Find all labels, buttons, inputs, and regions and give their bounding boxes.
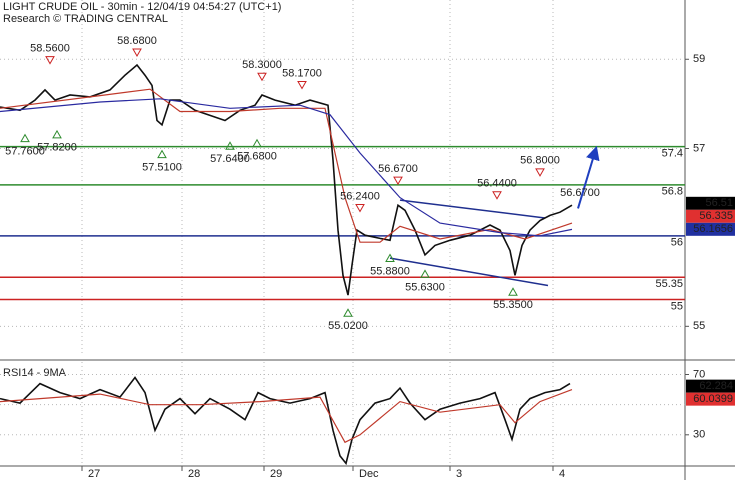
high-marker xyxy=(355,204,365,213)
y-tick-label: 57 xyxy=(693,142,705,154)
rsi-title: RSI14 - 9MA xyxy=(3,367,67,379)
low-marker xyxy=(157,149,167,159)
high-label: 58.6800 xyxy=(117,35,157,47)
series-line xyxy=(0,389,573,444)
series-line xyxy=(0,376,571,466)
price-box xyxy=(686,392,735,406)
chart-subtitle: Research © TRADING CENTRAL xyxy=(3,13,168,25)
low-label: 55.0200 xyxy=(328,320,368,332)
price-box xyxy=(686,379,735,393)
y-tick-label: 70 xyxy=(693,368,705,380)
low-label: 57.5100 xyxy=(142,161,182,173)
high-label: 58.5600 xyxy=(30,43,70,55)
y-tick-label: 55 xyxy=(693,320,705,332)
low-label: 57.6400 xyxy=(210,153,250,165)
trend-line xyxy=(389,257,549,287)
high-marker xyxy=(132,48,142,58)
high-marker xyxy=(492,191,502,200)
trend-line xyxy=(399,199,546,219)
low-label: 57.6800 xyxy=(237,151,277,163)
high-marker xyxy=(297,81,307,90)
low-label: 55.8800 xyxy=(370,265,410,277)
high-marker xyxy=(535,168,545,177)
low-label: 55.3500 xyxy=(493,299,533,311)
price-box xyxy=(686,209,735,223)
low-label: 57.7600 xyxy=(5,146,45,158)
low-marker xyxy=(225,141,235,150)
chart-title: LIGHT CRUDE OIL - 30min - 12/04/19 04:54… xyxy=(3,1,281,13)
series-line xyxy=(0,98,573,237)
price-box xyxy=(686,222,735,236)
low-marker xyxy=(343,308,353,317)
price-box-label: 56.51 xyxy=(705,197,733,209)
x-tick-label: 29 xyxy=(270,468,282,480)
price-box-label: 62.284 xyxy=(699,380,733,392)
target-arrow xyxy=(577,145,600,209)
x-tick-label: 27 xyxy=(88,468,100,480)
high-marker xyxy=(393,176,403,186)
series-line xyxy=(0,88,573,243)
level-label: 57.4 xyxy=(662,147,683,159)
low-marker xyxy=(508,287,518,296)
low-marker xyxy=(20,133,30,143)
high-label: 58.1700 xyxy=(282,67,322,79)
low-marker xyxy=(52,129,62,139)
low-marker xyxy=(385,253,395,262)
low-marker xyxy=(420,269,430,278)
price-box xyxy=(686,196,735,210)
price-box-label: 56.335 xyxy=(699,210,733,222)
high-marker xyxy=(257,72,267,82)
y-tick-label: 30 xyxy=(693,429,705,441)
high-label: 58.3000 xyxy=(242,59,282,71)
price-box-label: 56.1656 xyxy=(693,223,733,235)
high-label: 56.4400 xyxy=(477,178,517,190)
level-label: 56 xyxy=(671,237,683,249)
high-label: 56.6700 xyxy=(378,163,418,175)
level-label: 55.35 xyxy=(655,278,683,290)
x-tick-label: Dec xyxy=(359,468,379,480)
target-label: 56.6700 xyxy=(560,187,600,199)
high-label: 56.8000 xyxy=(520,155,560,167)
level-label: 56.8 xyxy=(662,186,683,198)
level-label: 55 xyxy=(671,300,683,312)
x-tick-label: 4 xyxy=(559,468,565,480)
low-marker xyxy=(252,138,262,148)
low-label: 57.8200 xyxy=(37,142,77,154)
price-box-label: 60.0399 xyxy=(693,393,733,405)
low-label: 55.6300 xyxy=(405,281,445,293)
high-label: 56.2400 xyxy=(340,190,380,202)
y-tick-label: 59 xyxy=(693,53,705,65)
x-tick-label: 3 xyxy=(456,468,462,480)
high-marker xyxy=(45,56,55,65)
x-tick-label: 28 xyxy=(188,468,200,480)
